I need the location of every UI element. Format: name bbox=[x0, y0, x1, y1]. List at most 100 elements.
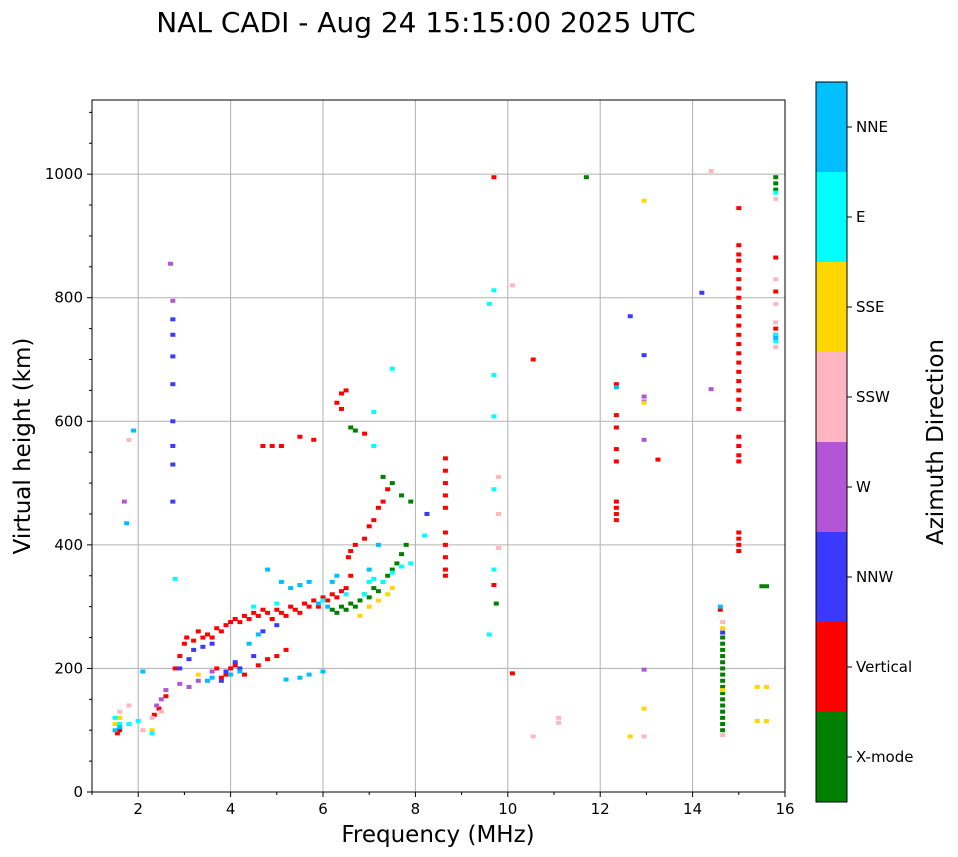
point-nne bbox=[334, 573, 340, 578]
point-x-mode bbox=[366, 595, 372, 600]
point-vertical bbox=[232, 663, 238, 668]
x-tick-label: 16 bbox=[775, 800, 794, 818]
point-vertical bbox=[218, 629, 224, 634]
point-nne bbox=[237, 669, 243, 674]
point-vertical bbox=[736, 252, 742, 257]
point-w bbox=[158, 697, 164, 702]
point-vertical bbox=[736, 314, 742, 319]
point-sse bbox=[641, 706, 647, 711]
point-vertical bbox=[530, 357, 536, 362]
point-vertical bbox=[117, 728, 123, 733]
point-vertical bbox=[241, 672, 247, 677]
point-vertical bbox=[442, 542, 448, 547]
x-tick-label: 14 bbox=[683, 800, 702, 818]
point-vertical bbox=[655, 457, 661, 462]
point-vertical bbox=[315, 604, 321, 609]
point-ssw bbox=[496, 474, 502, 479]
point-vertical bbox=[191, 638, 197, 643]
point-vertical bbox=[773, 289, 779, 294]
point-vertical bbox=[717, 607, 723, 612]
point-vertical bbox=[736, 304, 742, 309]
point-sse bbox=[375, 598, 381, 603]
point-nnw bbox=[170, 462, 176, 467]
point-sse bbox=[195, 672, 201, 677]
point-vertical bbox=[278, 444, 284, 448]
point-vertical bbox=[288, 604, 294, 609]
point-w bbox=[641, 437, 647, 442]
point-sse bbox=[149, 728, 155, 733]
point-vertical bbox=[736, 277, 742, 282]
point-e bbox=[371, 576, 377, 581]
point-x-mode bbox=[720, 635, 726, 640]
colorbar-tick-label: X-mode bbox=[856, 748, 913, 766]
point-w bbox=[154, 703, 160, 708]
point-x-mode bbox=[720, 722, 726, 727]
point-e bbox=[251, 604, 257, 609]
point-nne bbox=[306, 672, 312, 677]
point-nnw bbox=[177, 666, 183, 671]
point-sse bbox=[720, 688, 726, 693]
point-sse bbox=[641, 400, 647, 405]
point-nnw bbox=[720, 630, 726, 635]
point-nne bbox=[140, 669, 146, 674]
point-vertical bbox=[214, 666, 220, 671]
point-e bbox=[380, 579, 386, 584]
x-axis-ticks: 2 4 6 8 10 12 14 16 bbox=[91, 792, 795, 818]
point-vertical bbox=[334, 595, 340, 600]
point-nnw bbox=[424, 511, 430, 516]
point-w bbox=[195, 678, 201, 683]
point-vertical bbox=[292, 607, 298, 612]
colorbar-segment-w bbox=[816, 442, 847, 532]
point-e bbox=[371, 444, 377, 448]
point-sse bbox=[357, 613, 363, 618]
point-vertical bbox=[345, 555, 351, 560]
point-x-mode bbox=[389, 567, 395, 572]
point-nnw bbox=[218, 678, 224, 683]
point-x-mode bbox=[357, 598, 363, 603]
point-nne bbox=[209, 675, 215, 680]
point-vertical bbox=[348, 573, 354, 578]
point-nne bbox=[246, 641, 252, 646]
point-sse bbox=[389, 586, 395, 591]
point-vertical bbox=[352, 542, 358, 547]
point-vertical bbox=[177, 654, 183, 659]
point-ssw bbox=[773, 277, 779, 282]
point-nnw bbox=[232, 660, 238, 665]
grid-lines bbox=[92, 100, 786, 793]
point-nne bbox=[717, 604, 723, 609]
point-vertical bbox=[736, 342, 742, 347]
point-e bbox=[422, 533, 428, 538]
point-vertical bbox=[613, 459, 619, 464]
point-vertical bbox=[736, 536, 742, 541]
point-vertical bbox=[265, 657, 271, 662]
point-ssw bbox=[126, 437, 132, 442]
plot-area-frame bbox=[91, 99, 786, 793]
colorbar-segment-ssw bbox=[816, 352, 847, 442]
point-sse bbox=[754, 718, 760, 723]
point-nne bbox=[375, 542, 381, 547]
point-vertical bbox=[274, 607, 280, 612]
point-e bbox=[389, 570, 395, 575]
y-tick-label: 0 bbox=[73, 783, 83, 801]
point-x-mode bbox=[720, 678, 726, 683]
point-vertical bbox=[385, 487, 391, 492]
point-x-mode bbox=[389, 481, 395, 486]
point-x-mode bbox=[773, 175, 779, 180]
point-nnw bbox=[170, 317, 176, 322]
point-ssw bbox=[496, 545, 502, 550]
point-nne bbox=[255, 632, 261, 637]
point-vertical bbox=[209, 635, 215, 640]
point-nne bbox=[131, 428, 137, 433]
point-sse bbox=[385, 592, 391, 597]
y-tick-label: 600 bbox=[54, 412, 83, 430]
point-vertical bbox=[334, 400, 340, 405]
point-vertical bbox=[184, 635, 190, 640]
point-nne bbox=[124, 521, 130, 526]
point-nne bbox=[288, 586, 294, 591]
point-vertical bbox=[366, 524, 372, 529]
point-ssw bbox=[496, 511, 502, 516]
point-vertical bbox=[736, 453, 742, 458]
point-nne bbox=[315, 601, 321, 606]
point-x-mode bbox=[329, 607, 335, 612]
point-vertical bbox=[442, 567, 448, 572]
